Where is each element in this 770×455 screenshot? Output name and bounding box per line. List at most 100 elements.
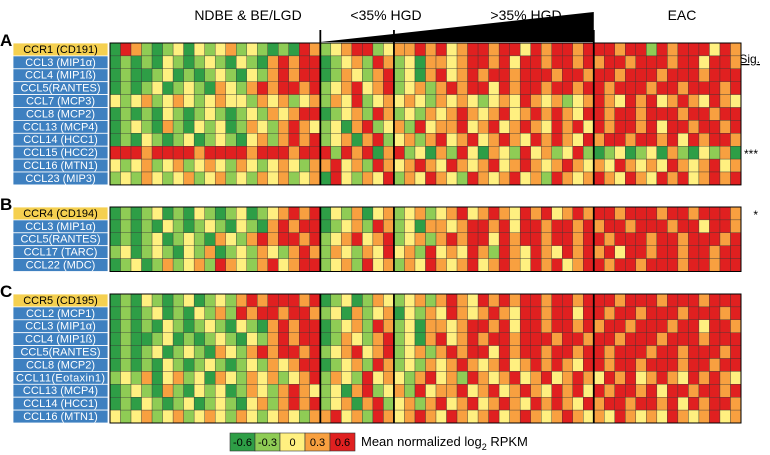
heatmap-cell [604,158,615,173]
heatmap-cell [667,120,679,134]
heatmap-cell [688,345,700,359]
heatmap-cell [204,409,216,424]
heatmap-cell [425,42,437,57]
heatmap-cell [383,397,395,411]
row-label: CCL22 (MDC) [26,260,96,272]
heatmap-cell [404,171,416,186]
heatmap-cell [583,171,594,186]
heatmap-cell [414,94,426,108]
heatmap-cell [320,120,332,134]
heatmap-cell [583,94,594,108]
heatmap-cell [635,319,647,333]
heatmap-cell [246,206,258,221]
heatmap-cell [530,68,542,82]
heatmap-cell [288,397,300,411]
heatmap-cell [562,94,573,108]
heatmap-cell [667,293,679,308]
heatmap-cell [667,319,679,333]
heatmap-cell [193,293,205,308]
heatmap-cell [530,158,542,173]
heatmap-cell [509,371,521,385]
row-label: CCL8 (MCP2) [26,108,95,120]
heatmap-cell [635,245,647,259]
heatmap-cell [120,133,132,147]
heatmap-cell [351,206,363,221]
heatmap-cell [677,384,689,398]
panel-a: A CCR1 (CD191)CCL3 (MIP1α)CCL4 (MIP1ß)CCL… [0,30,758,186]
heatmap-cell [456,293,468,308]
heatmap-cell [109,384,121,398]
heatmap-cell [719,232,731,246]
heatmap-cell [351,107,363,121]
heatmap-cell [519,146,531,160]
heatmap-cell [236,206,247,221]
heatmap-cell [309,371,321,385]
heatmap-cell [551,358,563,372]
heatmap-cell [509,306,521,320]
heatmap-cell [267,146,279,160]
heatmap-cell [435,55,447,69]
heatmap-cell [320,94,332,108]
heatmap-cell [193,409,205,424]
heatmap-cell [341,319,353,333]
panel-c: C CCR5 (CD195)CCL2 (MCP1)CCL3 (MIP1α)CCL4… [0,282,742,424]
heatmap-cell [656,332,668,346]
heatmap-cell [236,345,247,359]
heatmap-cell [572,219,584,233]
heatmap-cell [383,245,395,259]
heatmap-cell [614,332,626,346]
heatmap-cell [183,371,195,385]
heatmap-cell [362,258,374,272]
heatmap-cell [372,158,384,173]
heatmap-cell [267,232,279,246]
heatmap-cell [425,306,437,320]
heatmap-cell [404,319,416,333]
heatmap-cell [530,258,542,272]
heatmap-cell [183,81,195,95]
heatmap-cell [267,94,279,108]
heatmap-cell [246,384,258,398]
heatmap-cell [267,293,279,308]
heatmap-cell [267,158,279,173]
heatmap-cell [341,397,353,411]
heatmap-cell [456,409,468,424]
heatmap-cell [204,158,216,173]
heatmap-cell [625,68,637,82]
heatmap-cell [625,258,637,272]
heatmap-cell [425,232,437,246]
heatmap-cell [435,94,447,108]
heatmap-cell [225,206,237,221]
heatmap-cell [362,146,374,160]
heatmap-cell [267,409,279,424]
heatmap-cell [625,371,637,385]
heatmap-cell [519,358,531,372]
heatmap-cell [477,332,489,346]
heatmap-cell [730,206,742,221]
heatmap-cell [656,68,668,82]
heatmap-cell [362,345,374,359]
heatmap-cell [299,158,310,173]
heatmap-cell [151,232,163,246]
heatmap-cell [120,371,132,385]
heatmap-cell [393,306,405,320]
heatmap-cell [551,146,563,160]
heatmap-cell [698,120,710,134]
heatmap-cell [193,206,205,221]
heatmap-cell [362,55,374,69]
heatmap-cell [320,245,332,259]
heatmap-cell [719,332,731,346]
heatmap-cell [341,68,353,82]
heatmap-cell [519,319,531,333]
heatmap-cell [583,384,594,398]
heatmap-cell [351,306,363,320]
heatmap-cell [383,358,395,372]
heatmap-cell [414,258,426,272]
heatmap-cell [646,206,658,221]
heatmap-cell [351,384,363,398]
heatmap-cell [330,384,342,398]
heatmap-cell [698,319,710,333]
heatmap-cell [709,232,721,246]
heatmap-cell [246,409,258,424]
heatmap-cell [414,371,426,385]
heatmap-cell [730,42,742,57]
